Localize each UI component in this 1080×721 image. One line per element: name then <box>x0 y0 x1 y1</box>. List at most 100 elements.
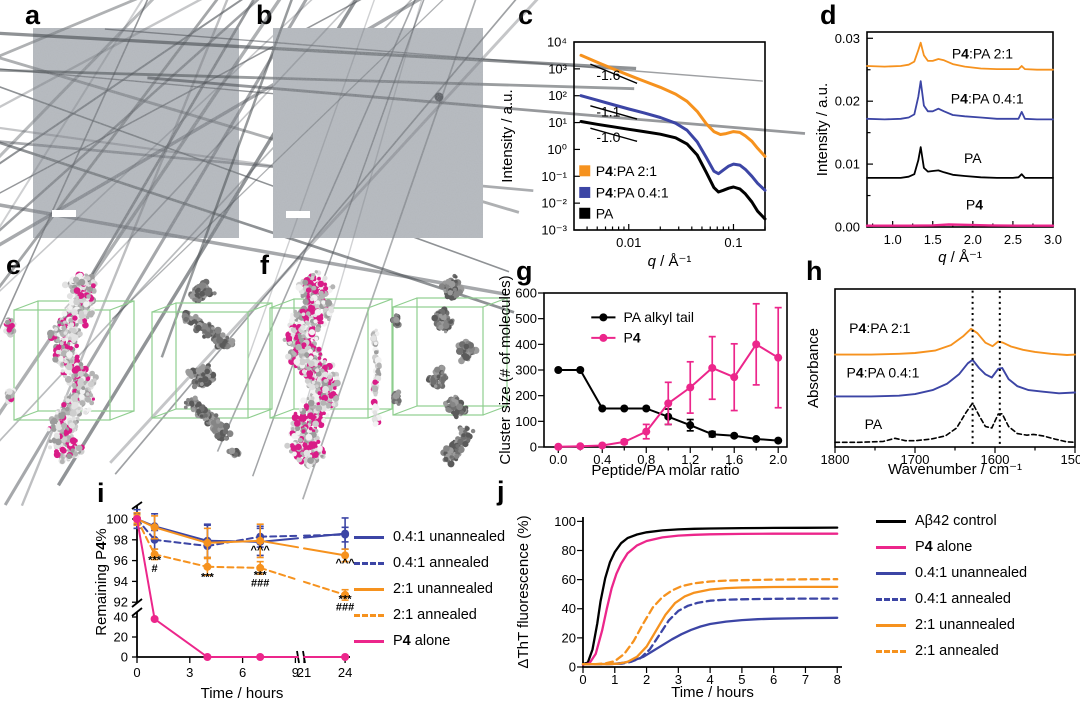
panel-h-ftir-chart: 1800 1700 1600 1500 P4:PA 2:1 P4:PA 0.4:1 PA Wa… <box>805 288 1080 478</box>
svg-text:PA: PA <box>596 205 614 221</box>
legend-line-sample <box>876 519 906 523</box>
svg-text:2.5: 2.5 <box>1004 232 1022 247</box>
legend-line-sample <box>876 545 906 549</box>
svg-text:80: 80 <box>562 543 576 558</box>
svg-text:0.01: 0.01 <box>835 157 860 172</box>
svg-text:100: 100 <box>106 512 128 527</box>
svg-text:20: 20 <box>114 630 128 645</box>
svg-text:q / Å⁻¹: q / Å⁻¹ <box>938 249 982 266</box>
svg-text:1600: 1600 <box>981 452 1010 467</box>
svg-text:-1.1: -1.1 <box>596 103 620 119</box>
svg-text:0: 0 <box>133 665 140 680</box>
svg-text:###: ### <box>251 578 269 590</box>
svg-text:40: 40 <box>562 601 576 616</box>
svg-text:Peptide/PA molar ratio: Peptide/PA molar ratio <box>591 462 739 479</box>
svg-text:0.1: 0.1 <box>724 235 742 250</box>
panel-label-a: a <box>25 0 41 30</box>
svg-text:0.00: 0.00 <box>835 220 860 235</box>
svg-text:Cluster size (# of molecules): Cluster size (# of molecules) <box>497 275 514 464</box>
svg-text:Absorbance: Absorbance <box>805 328 822 408</box>
svg-text:0: 0 <box>530 440 537 455</box>
svg-text:24: 24 <box>338 665 352 680</box>
svg-text:100: 100 <box>554 514 576 529</box>
svg-text:21: 21 <box>297 665 311 680</box>
svg-text:0: 0 <box>121 650 128 665</box>
panel-label-i: i <box>97 478 105 508</box>
svg-text:1.6: 1.6 <box>725 452 743 467</box>
svg-text:PA alkyl tail: PA alkyl tail <box>623 309 694 325</box>
svg-text:***: *** <box>254 569 268 581</box>
svg-text:20: 20 <box>562 630 576 645</box>
svg-text:40: 40 <box>114 610 128 625</box>
svg-text:3.0: 3.0 <box>1044 232 1062 247</box>
svg-text:10⁻³: 10⁻³ <box>541 223 567 238</box>
legend-line-sample <box>354 587 384 591</box>
svg-text:0.03: 0.03 <box>835 31 860 46</box>
svg-text:400: 400 <box>515 337 537 352</box>
legend-line-sample <box>876 597 906 601</box>
panel-label-h: h <box>806 256 823 286</box>
legend-label: Aβ42 control <box>915 513 997 529</box>
panel-label-c: c <box>518 0 534 30</box>
legend-label: 2:1 annealed <box>393 607 477 623</box>
svg-text:0: 0 <box>579 672 586 687</box>
legend-item: 2:1 unannealed <box>354 576 505 602</box>
panel-j-legend: Aβ42 control P4 alone 0.4:1 unannealed 0.4:… <box>876 508 1027 664</box>
svg-text:4: 4 <box>706 672 713 687</box>
svg-text:2.0: 2.0 <box>964 232 982 247</box>
svg-text:1: 1 <box>611 672 618 687</box>
svg-text:-1.6: -1.6 <box>596 67 620 83</box>
svg-text:6: 6 <box>239 665 246 680</box>
svg-text:6: 6 <box>770 672 777 687</box>
svg-text:0.02: 0.02 <box>835 94 860 109</box>
legend-item: 2:1 annealed <box>354 602 505 628</box>
scale-bar-a <box>52 210 76 217</box>
svg-text:1.2: 1.2 <box>681 452 699 467</box>
svg-text:60: 60 <box>562 572 576 587</box>
legend-item: 2:1 annealed <box>876 638 1027 664</box>
legend-line-sample <box>354 561 384 565</box>
svg-text:3: 3 <box>675 672 682 687</box>
svg-text:1500: 1500 <box>1061 452 1080 467</box>
svg-text:2.0: 2.0 <box>769 452 787 467</box>
legend-item: 0.4:1 annealed <box>354 550 505 576</box>
legend-item: Aβ42 control <box>876 508 1027 534</box>
panel-label-j: j <box>497 476 505 506</box>
panel-d-waxs-chart: 1.0 1.5 2.0 2.5 3.0 0.00 0.01 0.02 0.03 P4:PA 2:1… <box>814 31 1062 266</box>
svg-text:96: 96 <box>114 553 128 568</box>
svg-text:98: 98 <box>114 532 128 547</box>
svg-text:10⁻²: 10⁻² <box>541 196 567 211</box>
legend-label: P4 alone <box>393 633 451 649</box>
svg-text:P4:PA 0.4:1: P4:PA 0.4:1 <box>951 91 1024 107</box>
svg-text:200: 200 <box>515 388 537 403</box>
svg-text:600: 600 <box>515 286 537 301</box>
svg-text:P4:PA 2:1: P4:PA 2:1 <box>596 163 657 179</box>
scale-bar-b <box>286 211 310 218</box>
panel-i-legend: 0.4:1 unannealed 0.4:1 annealed 2:1 unanne… <box>354 524 505 654</box>
legend-label: 0.4:1 annealed <box>393 555 489 571</box>
legend-line-sample <box>876 649 906 653</box>
svg-text:300: 300 <box>515 363 537 378</box>
panel-label-b: b <box>256 0 273 30</box>
legend-item: 0.4:1 annealed <box>876 586 1027 612</box>
svg-text:PA: PA <box>865 416 883 432</box>
panel-f-simulation <box>269 270 508 469</box>
svg-text:0.0: 0.0 <box>549 452 567 467</box>
legend-line-sample <box>354 639 384 643</box>
svg-text:P4:PA 2:1: P4:PA 2:1 <box>952 45 1013 61</box>
panel-label-d: d <box>820 0 837 30</box>
legend-label: 0.4:1 unannealed <box>915 565 1028 581</box>
svg-text:500: 500 <box>515 311 537 326</box>
svg-text:P4: P4 <box>623 329 640 345</box>
legend-item: 2:1 unannealed <box>876 612 1027 638</box>
legend-item: P4 alone <box>876 534 1027 560</box>
svg-text:***: *** <box>339 594 353 606</box>
svg-text:q / Å⁻¹: q / Å⁻¹ <box>648 253 692 270</box>
legend-label: 2:1 unannealed <box>915 617 1015 633</box>
svg-text:P4: P4 <box>966 196 983 212</box>
svg-text:Time / hours: Time / hours <box>671 684 754 701</box>
legend-item: P4 alone <box>354 628 505 654</box>
